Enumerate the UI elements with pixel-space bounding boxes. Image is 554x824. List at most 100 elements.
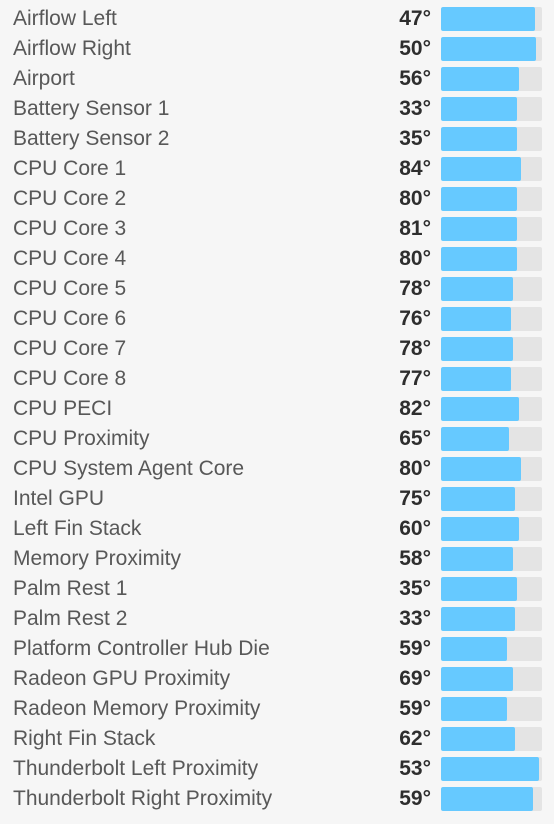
sensor-row: Thunderbolt Right Proximity 59° bbox=[0, 784, 554, 814]
sensor-name: Battery Sensor 1 bbox=[13, 97, 170, 120]
sensor-name: CPU PECI bbox=[13, 397, 113, 420]
temperature-bar bbox=[441, 307, 542, 331]
sensor-temperature: 80° bbox=[399, 187, 431, 210]
sensor-name: Thunderbolt Right Proximity bbox=[13, 787, 273, 810]
temperature-bar-fill bbox=[441, 127, 517, 151]
temperature-bar bbox=[441, 457, 542, 481]
temperature-bar bbox=[441, 517, 542, 541]
sensor-temperature: 33° bbox=[399, 97, 431, 120]
temperature-bar-fill bbox=[441, 667, 513, 691]
sensor-row: Radeon Memory Proximity 59° bbox=[0, 694, 554, 724]
sensor-name: CPU Core 4 bbox=[13, 247, 127, 270]
sensor-temperature: 33° bbox=[399, 607, 431, 630]
temperature-bar-fill bbox=[441, 607, 515, 631]
sensor-name: CPU Core 5 bbox=[13, 277, 127, 300]
temperature-bar bbox=[441, 667, 542, 691]
sensor-temperature: 65° bbox=[399, 427, 431, 450]
temperature-bar bbox=[441, 577, 542, 601]
temperature-bar bbox=[441, 217, 542, 241]
sensor-temperature: 69° bbox=[399, 667, 431, 690]
temperature-bar bbox=[441, 607, 542, 631]
sensor-temperature: 56° bbox=[399, 67, 431, 90]
temperature-bar bbox=[441, 7, 542, 31]
sensor-row: Memory Proximity 58° bbox=[0, 544, 554, 574]
sensor-row: Airflow Right 50° bbox=[0, 34, 554, 64]
temperature-bar-fill bbox=[441, 577, 517, 601]
temperature-bar bbox=[441, 67, 542, 91]
sensor-temperature: 82° bbox=[399, 397, 431, 420]
sensor-name: Memory Proximity bbox=[13, 547, 182, 570]
temperature-bar-fill bbox=[441, 547, 513, 571]
sensor-temperature: 50° bbox=[399, 37, 431, 60]
sensor-row: CPU PECI 82° bbox=[0, 394, 554, 424]
temperature-bar bbox=[441, 157, 542, 181]
sensor-name: Left Fin Stack bbox=[13, 517, 142, 540]
temperature-bar bbox=[441, 187, 542, 211]
sensor-temperature: 35° bbox=[399, 127, 431, 150]
temperature-bar bbox=[441, 697, 542, 721]
sensor-name: CPU Core 7 bbox=[13, 337, 127, 360]
temperature-bar bbox=[441, 367, 542, 391]
temperature-bar-fill bbox=[441, 337, 513, 361]
temperature-bar-fill bbox=[441, 367, 511, 391]
temperature-bar bbox=[441, 247, 542, 271]
temperature-bar-fill bbox=[441, 37, 536, 61]
sensor-temperature: 80° bbox=[399, 457, 431, 480]
sensor-temperature: 80° bbox=[399, 247, 431, 270]
temperature-bar bbox=[441, 337, 542, 361]
temperature-bar-fill bbox=[441, 517, 519, 541]
temperature-bar-fill bbox=[441, 187, 517, 211]
temperature-bar bbox=[441, 787, 542, 811]
sensor-name: Palm Rest 2 bbox=[13, 607, 128, 630]
sensor-name: Thunderbolt Left Proximity bbox=[13, 757, 259, 780]
sensor-temperature: 78° bbox=[399, 337, 431, 360]
sensor-temperature: 81° bbox=[399, 217, 431, 240]
temperature-bar-fill bbox=[441, 727, 515, 751]
sensor-name: Intel GPU bbox=[13, 487, 105, 510]
temperature-bar-fill bbox=[441, 247, 517, 271]
sensor-temperature: 59° bbox=[399, 697, 431, 720]
temperature-bar-fill bbox=[441, 787, 533, 811]
sensor-row: CPU Core 1 84° bbox=[0, 154, 554, 184]
sensor-row: Platform Controller Hub Die 59° bbox=[0, 634, 554, 664]
sensor-row: Left Fin Stack 60° bbox=[0, 514, 554, 544]
sensor-temperature: 76° bbox=[399, 307, 431, 330]
sensor-temperature: 75° bbox=[399, 487, 431, 510]
temperature-bar bbox=[441, 547, 542, 571]
sensor-row: Radeon GPU Proximity 69° bbox=[0, 664, 554, 694]
sensor-name: Radeon Memory Proximity bbox=[13, 697, 261, 720]
sensor-name: CPU Core 3 bbox=[13, 217, 127, 240]
temperature-bar-fill bbox=[441, 67, 519, 91]
temperature-bar bbox=[441, 397, 542, 421]
temperature-bar-fill bbox=[441, 427, 509, 451]
sensor-row: CPU Core 2 80° bbox=[0, 184, 554, 214]
sensor-row: CPU Core 6 76° bbox=[0, 304, 554, 334]
sensor-name: CPU Core 8 bbox=[13, 367, 127, 390]
sensor-temperature: 78° bbox=[399, 277, 431, 300]
sensor-row: Airport 56° bbox=[0, 64, 554, 94]
sensor-name: Right Fin Stack bbox=[13, 727, 156, 750]
temperature-bar-fill bbox=[441, 757, 539, 781]
sensor-name: Battery Sensor 2 bbox=[13, 127, 170, 150]
sensor-row: Intel GPU 75° bbox=[0, 484, 554, 514]
temperature-bar-fill bbox=[441, 157, 521, 181]
sensor-row: CPU Core 7 78° bbox=[0, 334, 554, 364]
sensor-list: Airflow Left 47° Airflow Right 50° Airport 56… bbox=[0, 4, 554, 814]
temperature-bar-fill bbox=[441, 457, 521, 481]
sensor-name: Radeon GPU Proximity bbox=[13, 667, 231, 690]
sensor-temperature: 47° bbox=[399, 7, 431, 30]
sensor-temperature: 77° bbox=[399, 367, 431, 390]
sensor-temperature: 58° bbox=[399, 547, 431, 570]
temperature-bar-fill bbox=[441, 277, 513, 301]
sensor-row: Thunderbolt Left Proximity 53° bbox=[0, 754, 554, 784]
sensor-temperature: 84° bbox=[399, 157, 431, 180]
sensor-row: CPU Core 4 80° bbox=[0, 244, 554, 274]
temperature-bar-fill bbox=[441, 7, 535, 31]
temperature-bar bbox=[441, 637, 542, 661]
temperature-bar-fill bbox=[441, 697, 507, 721]
sensor-name: Palm Rest 1 bbox=[13, 577, 128, 600]
sensor-row: Palm Rest 2 33° bbox=[0, 604, 554, 634]
sensor-row: CPU Core 8 77° bbox=[0, 364, 554, 394]
temperature-bar-fill bbox=[441, 637, 507, 661]
sensor-row: CPU Core 5 78° bbox=[0, 274, 554, 304]
